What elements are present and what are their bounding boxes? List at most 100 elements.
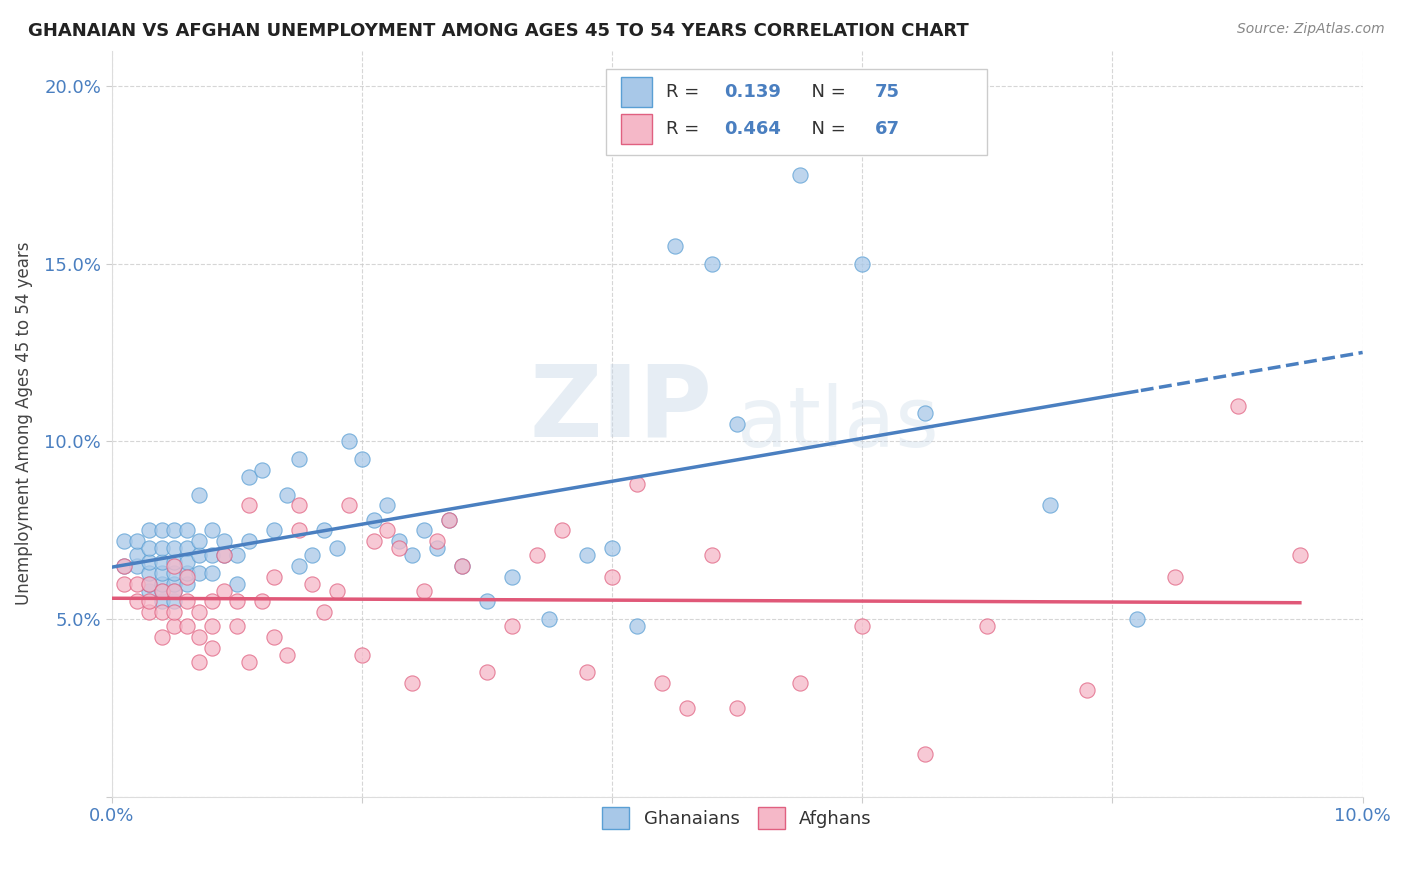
Point [851, 619, 873, 633]
Point [163, 576, 186, 591]
Point [350, 452, 373, 467]
Point [375, 499, 398, 513]
Point [388, 533, 411, 548]
Text: ZIP: ZIP [529, 360, 711, 458]
Point [188, 488, 211, 502]
Point [201, 640, 224, 655]
Point [163, 605, 186, 619]
Point [526, 548, 548, 562]
Point [163, 594, 186, 608]
Point [176, 569, 198, 583]
Point [337, 434, 360, 449]
Point [250, 463, 273, 477]
Point [138, 583, 160, 598]
Point [575, 665, 598, 680]
Point [125, 533, 148, 548]
Point [112, 576, 135, 591]
FancyBboxPatch shape [606, 70, 987, 155]
Point [225, 576, 247, 591]
Text: GHANAIAN VS AFGHAN UNEMPLOYMENT AMONG AGES 45 TO 54 YEARS CORRELATION CHART: GHANAIAN VS AFGHAN UNEMPLOYMENT AMONG AG… [28, 22, 969, 40]
Point [475, 594, 498, 608]
Point [325, 583, 347, 598]
Point [314, 524, 336, 538]
Point [626, 477, 648, 491]
Point [150, 583, 173, 598]
Point [238, 470, 260, 484]
Point [225, 594, 247, 608]
Point [150, 524, 173, 538]
Point [263, 524, 285, 538]
Point [375, 524, 398, 538]
Point [176, 619, 198, 633]
Point [288, 558, 311, 573]
Point [188, 630, 211, 644]
Bar [620, 77, 652, 107]
Point [212, 533, 235, 548]
Bar [620, 114, 652, 144]
Point [276, 488, 298, 502]
Point [325, 541, 347, 555]
Point [163, 558, 186, 573]
Point [188, 533, 211, 548]
Point [914, 406, 936, 420]
Point [363, 513, 385, 527]
Point [176, 541, 198, 555]
Point [413, 524, 436, 538]
Y-axis label: Unemployment Among Ages 45 to 54 years: Unemployment Among Ages 45 to 54 years [15, 242, 32, 606]
Point [263, 569, 285, 583]
Point [112, 533, 135, 548]
Point [138, 576, 160, 591]
Point [163, 555, 186, 569]
Point [201, 524, 224, 538]
Point [725, 701, 748, 715]
Point [664, 239, 686, 253]
Point [426, 541, 449, 555]
Point [501, 569, 523, 583]
Point [337, 499, 360, 513]
Point [388, 541, 411, 555]
Point [176, 576, 198, 591]
Text: N =: N = [800, 120, 851, 138]
Point [401, 548, 423, 562]
Point [176, 524, 198, 538]
Text: 0.464: 0.464 [724, 120, 782, 138]
Point [851, 257, 873, 271]
Point [201, 566, 224, 580]
Point [426, 533, 449, 548]
Point [163, 524, 186, 538]
Point [538, 612, 561, 626]
Point [450, 558, 472, 573]
Point [176, 555, 198, 569]
Point [288, 524, 311, 538]
Point [176, 566, 198, 580]
Point [212, 548, 235, 562]
Point [651, 676, 673, 690]
Point [225, 548, 247, 562]
Point [263, 630, 285, 644]
Point [626, 619, 648, 633]
Point [188, 605, 211, 619]
Point [600, 569, 623, 583]
Text: R =: R = [666, 120, 704, 138]
Point [314, 605, 336, 619]
Point [413, 583, 436, 598]
Point [150, 576, 173, 591]
Text: 75: 75 [875, 83, 900, 101]
Point [301, 576, 323, 591]
Point [1226, 399, 1249, 413]
Point [450, 558, 472, 573]
Point [350, 648, 373, 662]
Point [301, 548, 323, 562]
Point [238, 533, 260, 548]
Point [112, 558, 135, 573]
Point [188, 655, 211, 669]
Legend: Ghanaians, Afghans: Ghanaians, Afghans [595, 800, 879, 837]
Point [188, 566, 211, 580]
Point [138, 594, 160, 608]
Point [288, 499, 311, 513]
Point [138, 555, 160, 569]
Point [1126, 612, 1149, 626]
Point [138, 524, 160, 538]
Point [600, 541, 623, 555]
Point [914, 747, 936, 761]
